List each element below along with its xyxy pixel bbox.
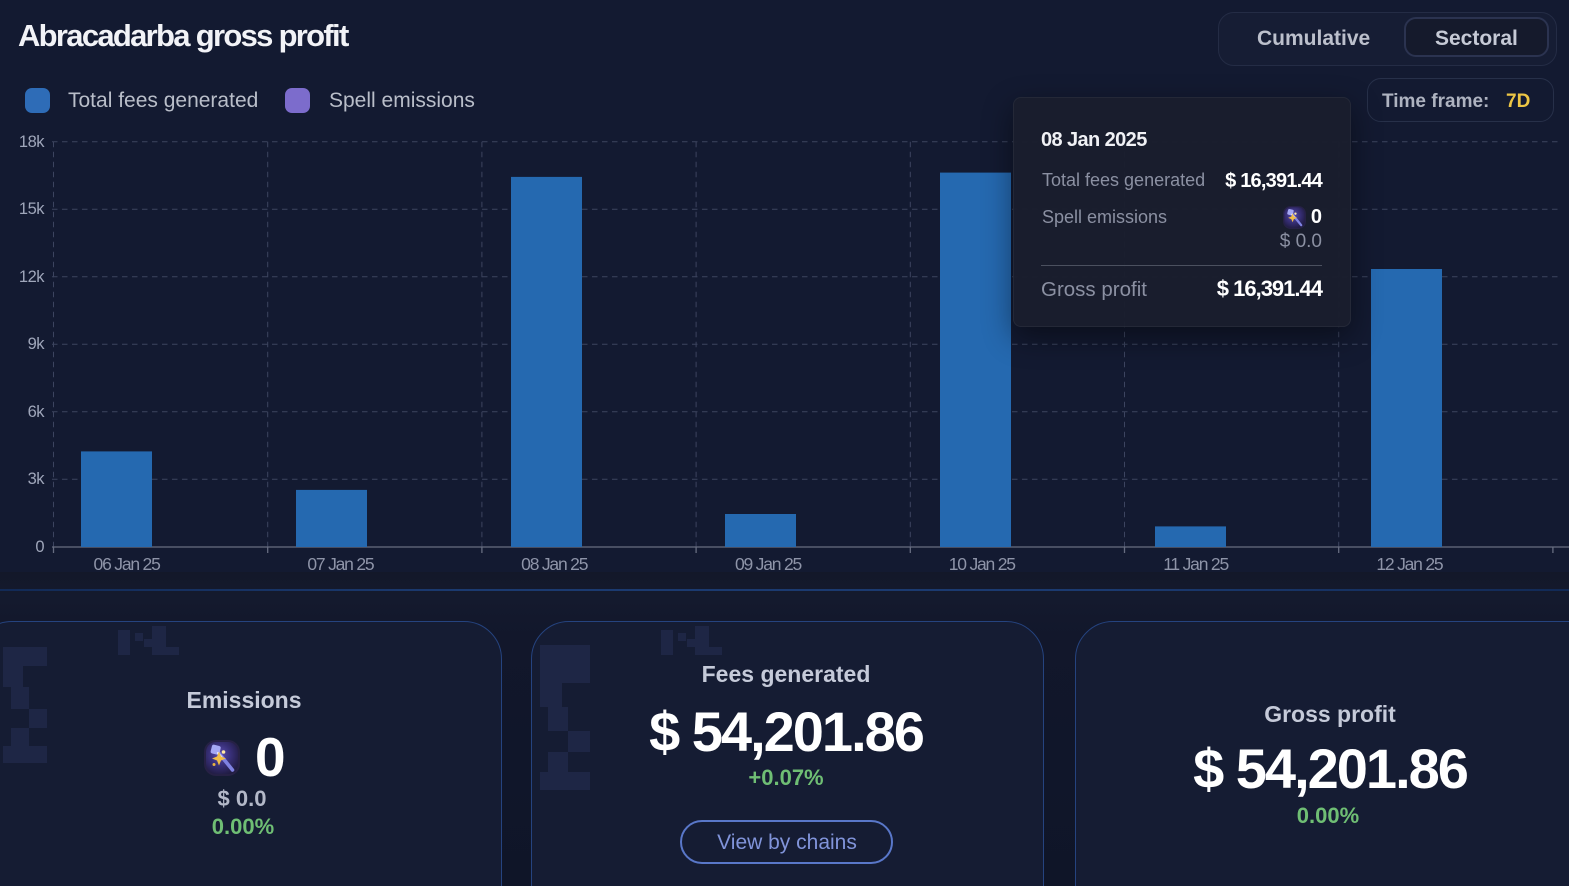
svg-text:18k: 18k xyxy=(19,133,45,151)
svg-text:09 Jan 25: 09 Jan 25 xyxy=(735,554,802,574)
svg-text:08 Jan 25: 08 Jan 25 xyxy=(521,554,588,574)
svg-text:15k: 15k xyxy=(19,200,45,218)
svg-text:07 Jan 25: 07 Jan 25 xyxy=(307,554,374,574)
svg-text:12k: 12k xyxy=(19,268,45,286)
svg-text:9k: 9k xyxy=(28,335,46,353)
svg-text:10 Jan 25: 10 Jan 25 xyxy=(949,554,1016,574)
svg-text:11 Jan 25: 11 Jan 25 xyxy=(1163,554,1228,574)
svg-text:12 Jan 25: 12 Jan 25 xyxy=(1376,554,1443,574)
svg-text:06 Jan 25: 06 Jan 25 xyxy=(94,554,161,574)
svg-text:3k: 3k xyxy=(28,470,46,488)
svg-text:6k: 6k xyxy=(28,403,46,421)
svg-text:0: 0 xyxy=(35,538,44,556)
